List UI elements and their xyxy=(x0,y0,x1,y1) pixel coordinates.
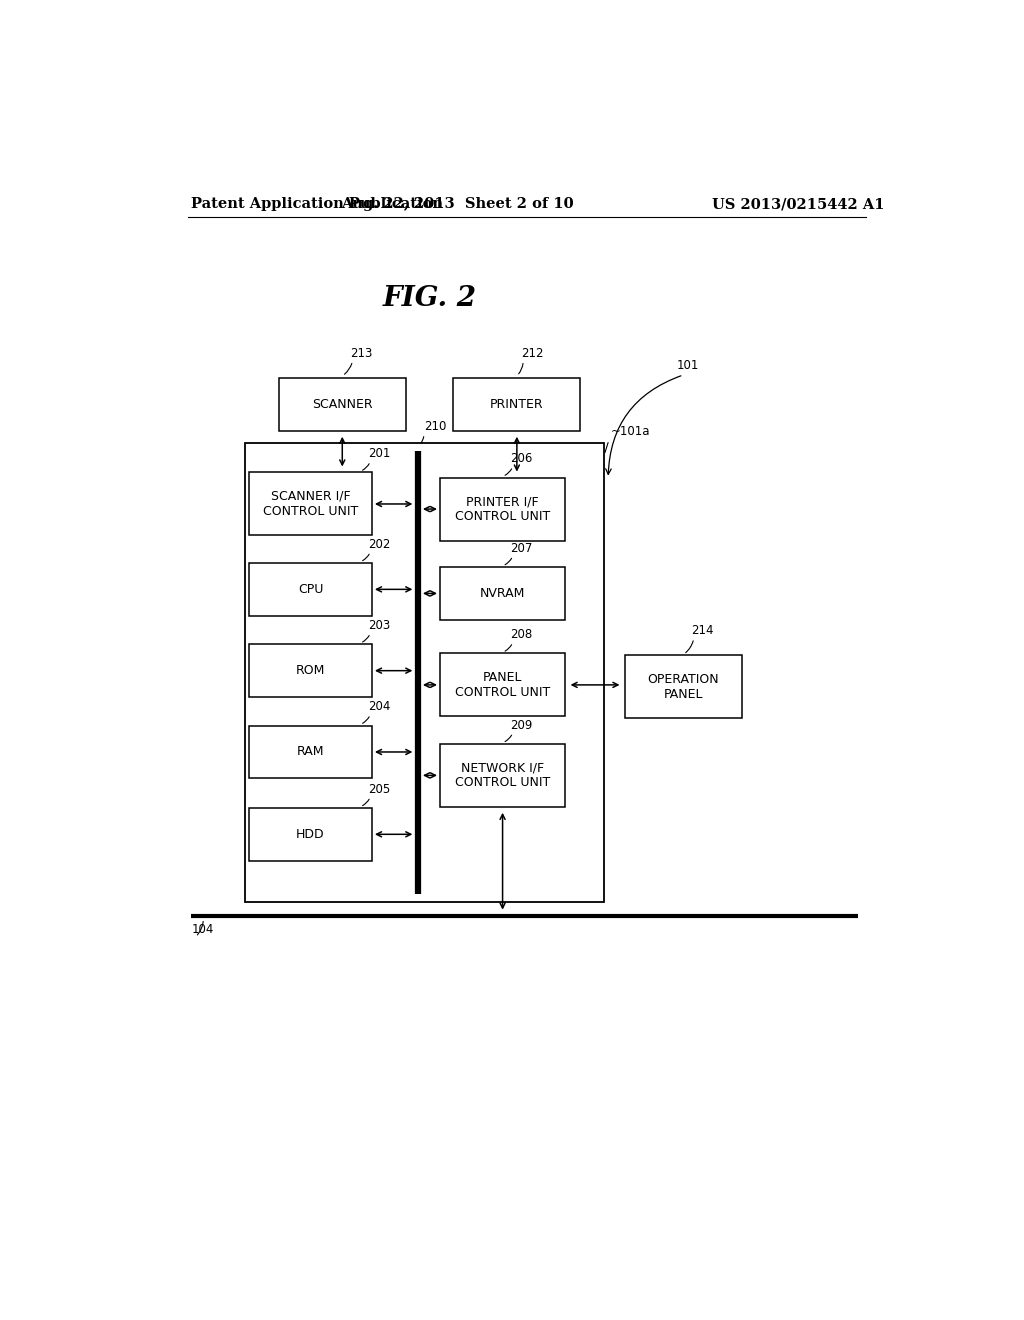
Text: PRINTER I/F
CONTROL UNIT: PRINTER I/F CONTROL UNIT xyxy=(455,495,550,523)
FancyBboxPatch shape xyxy=(440,568,565,620)
Text: RAM: RAM xyxy=(297,746,325,759)
Text: 205: 205 xyxy=(368,783,390,796)
Text: FIG. 2: FIG. 2 xyxy=(383,285,476,312)
Text: ~101a: ~101a xyxy=(610,425,650,438)
Text: US 2013/0215442 A1: US 2013/0215442 A1 xyxy=(713,197,885,211)
Text: NVRAM: NVRAM xyxy=(480,587,525,599)
Text: 204: 204 xyxy=(368,701,390,713)
Text: 208: 208 xyxy=(511,628,532,642)
Text: Aug. 22, 2013  Sheet 2 of 10: Aug. 22, 2013 Sheet 2 of 10 xyxy=(341,197,573,211)
Text: PANEL
CONTROL UNIT: PANEL CONTROL UNIT xyxy=(455,671,550,698)
FancyBboxPatch shape xyxy=(246,444,604,903)
FancyBboxPatch shape xyxy=(249,562,372,616)
Text: 213: 213 xyxy=(350,347,373,359)
Text: 203: 203 xyxy=(368,619,390,632)
FancyBboxPatch shape xyxy=(440,653,565,717)
Text: 206: 206 xyxy=(511,453,532,466)
Text: 209: 209 xyxy=(511,718,532,731)
Text: 201: 201 xyxy=(368,447,390,461)
FancyBboxPatch shape xyxy=(249,726,372,779)
FancyBboxPatch shape xyxy=(249,644,372,697)
Text: HDD: HDD xyxy=(296,828,325,841)
Text: CPU: CPU xyxy=(298,583,324,595)
FancyBboxPatch shape xyxy=(440,478,565,541)
Text: SCANNER I/F
CONTROL UNIT: SCANNER I/F CONTROL UNIT xyxy=(263,490,358,517)
FancyBboxPatch shape xyxy=(249,473,372,536)
FancyBboxPatch shape xyxy=(249,808,372,861)
FancyBboxPatch shape xyxy=(279,378,406,430)
FancyBboxPatch shape xyxy=(625,656,742,718)
Text: SCANNER: SCANNER xyxy=(312,397,373,411)
Text: 104: 104 xyxy=(191,923,214,936)
Text: OPERATION
PANEL: OPERATION PANEL xyxy=(648,673,719,701)
Text: 210: 210 xyxy=(424,420,446,433)
Text: Patent Application Publication: Patent Application Publication xyxy=(191,197,443,211)
Text: NETWORK I/F
CONTROL UNIT: NETWORK I/F CONTROL UNIT xyxy=(455,762,550,789)
Text: 202: 202 xyxy=(368,537,390,550)
Text: 101: 101 xyxy=(677,359,699,372)
Text: PRINTER: PRINTER xyxy=(490,397,544,411)
Text: 212: 212 xyxy=(521,347,544,359)
FancyBboxPatch shape xyxy=(440,744,565,807)
Text: 207: 207 xyxy=(511,541,532,554)
Text: ROM: ROM xyxy=(296,664,326,677)
Text: 214: 214 xyxy=(691,624,714,638)
FancyBboxPatch shape xyxy=(454,378,581,430)
